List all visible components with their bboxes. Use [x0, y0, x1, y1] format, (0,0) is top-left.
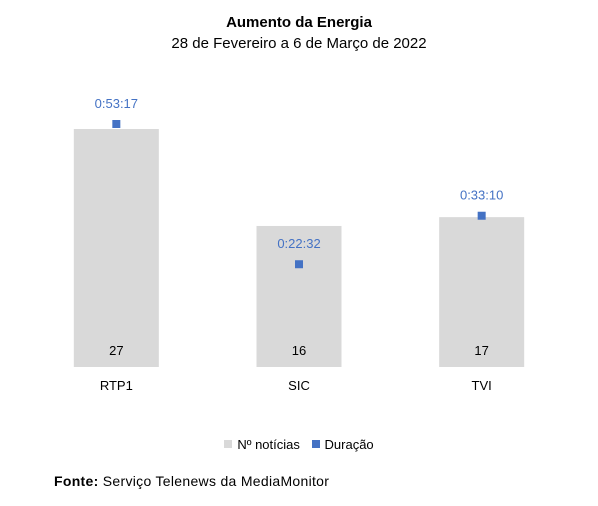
bar-sic — [256, 225, 342, 367]
chart-legend: Nº notícias Duração — [0, 436, 598, 452]
source-text: Serviço Telenews da MediaMonitor — [102, 473, 330, 489]
legend-label-noticias: Nº notícias — [237, 436, 300, 452]
marker-data-label: 0:33:10 — [460, 188, 503, 203]
legend-swatch-duracao — [311, 440, 320, 448]
source-label: Fonte: — [54, 473, 99, 489]
x-tick-label: RTP1 — [100, 378, 133, 393]
marker-data-label: 0:53:17 — [95, 96, 138, 111]
bar-data-label: 17 — [474, 343, 488, 358]
marker-data-label: 0:22:32 — [277, 236, 320, 251]
x-tick-label: SIC — [288, 378, 310, 393]
marker-duracao-tvi — [477, 211, 486, 220]
chart-subtitle: 28 de Fevereiro a 6 de Março de 2022 — [171, 35, 427, 52]
bar-tvi — [439, 217, 525, 367]
legend-label-duracao: Duração — [324, 436, 374, 452]
legend-item-noticias: Nº notícias — [224, 437, 300, 452]
x-tick-label: TVI — [472, 378, 492, 393]
bar-data-label: 16 — [292, 343, 306, 358]
legend-swatch-noticias — [224, 440, 233, 448]
bar-data-label: 27 — [109, 343, 123, 358]
marker-duracao-rtp1 — [112, 120, 121, 128]
source-note: Fonte: Serviço Telenews da MediaMonitor — [54, 473, 329, 489]
chart-title: Aumento da Energia — [226, 14, 372, 31]
marker-duracao-sic — [295, 260, 303, 269]
bar-rtp1 — [73, 129, 159, 367]
chart-plot: 27 0:53:17 RTP1 16 0:22:32 SIC 17 0:33:10 TVI — [73, 96, 525, 393]
legend-item-duracao: Duração — [311, 436, 374, 452]
